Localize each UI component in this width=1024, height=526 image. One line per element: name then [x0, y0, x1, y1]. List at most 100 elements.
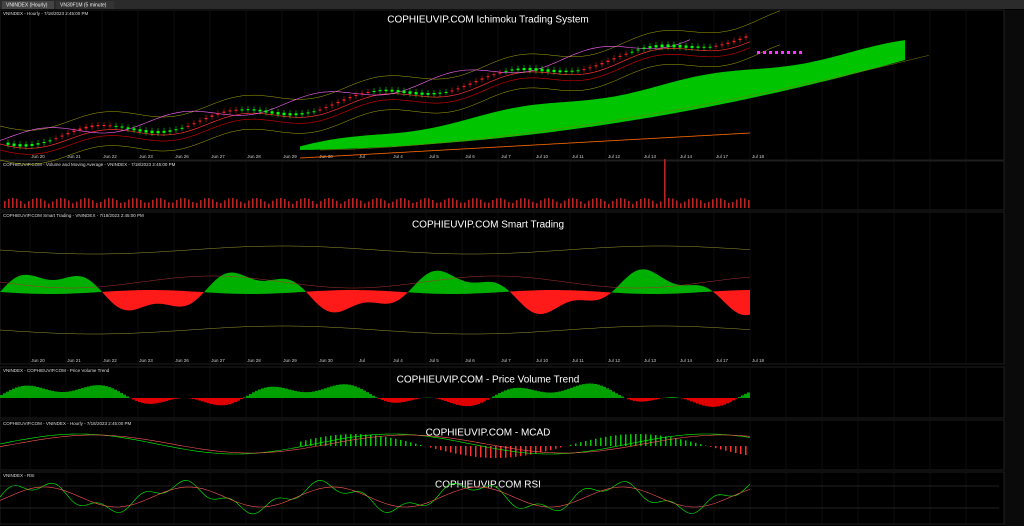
ribbon — [624, 277, 627, 294]
pvt-area — [447, 398, 450, 403]
ribbon — [12, 277, 15, 293]
volume-bar — [712, 199, 714, 208]
volume-bar — [376, 198, 378, 208]
pvt-area — [297, 391, 300, 398]
pvt-area — [171, 398, 174, 400]
macd-hist — [470, 446, 472, 457]
pvt-area — [723, 398, 726, 405]
pvt-area — [141, 398, 144, 403]
volume-bar — [428, 198, 430, 208]
volume-bar — [724, 200, 726, 208]
volume-bar — [736, 199, 738, 208]
ribbon — [324, 290, 327, 311]
pvt-area — [219, 398, 222, 406]
x-axis-label: Jun 28 — [247, 358, 261, 363]
ribbon — [318, 290, 321, 307]
volume-bar — [48, 203, 50, 208]
candle-body — [252, 109, 256, 111]
pvt-area — [396, 398, 399, 403]
candle-body — [744, 36, 748, 38]
pvt-area — [9, 390, 12, 398]
panel-info: COPHIEUVIP.COM - VNINDEX - Hourly - 7/18… — [3, 421, 131, 426]
pvt-area — [720, 398, 723, 406]
pvt-area — [672, 397, 675, 398]
volume-bar — [152, 199, 154, 208]
macd-hist — [575, 443, 577, 446]
panel — [0, 160, 1005, 211]
pvt-area — [342, 384, 345, 398]
pvt-area — [717, 398, 720, 407]
macd-hist — [420, 444, 422, 446]
pvt-area — [747, 392, 750, 398]
x-axis-label: Jul 12 — [608, 154, 621, 159]
candle-body — [450, 90, 454, 92]
ribbon — [87, 278, 90, 293]
volume-bar — [456, 199, 458, 208]
pvt-area — [366, 392, 369, 398]
pvt-area — [735, 398, 738, 399]
tab[interactable] — [56, 1, 114, 9]
ribbon — [522, 290, 525, 307]
x-axis-label: Jul — [359, 154, 365, 159]
ribbon — [369, 290, 372, 303]
volume-bar — [284, 198, 286, 208]
volume-bar — [448, 198, 450, 208]
macd-hist — [535, 446, 537, 454]
pvt-area — [324, 388, 327, 398]
volume-bar — [636, 201, 638, 208]
ribbon — [747, 290, 750, 316]
ribbon — [243, 275, 246, 294]
pvt-area — [630, 398, 633, 401]
pvt-area — [273, 386, 276, 398]
volume-bar — [212, 199, 214, 208]
candle-body — [36, 143, 40, 145]
pvt-area — [534, 390, 537, 398]
pvt-area — [537, 391, 540, 398]
volume-bar — [172, 202, 174, 208]
volume-bar — [640, 198, 642, 208]
ribbon — [147, 290, 150, 306]
ribbon — [111, 291, 114, 305]
tab-label[interactable]: VN30F1M (5 minute) — [60, 2, 107, 8]
ribbon — [453, 276, 456, 294]
ribbon — [675, 283, 678, 294]
volume-bar — [676, 200, 678, 208]
pvt-area — [45, 389, 48, 398]
x-axis-label: Jul 17 — [716, 358, 729, 363]
ribbon — [3, 285, 6, 293]
candle-body — [360, 93, 364, 95]
macd-hist — [395, 438, 397, 446]
macd-hist — [515, 446, 517, 457]
candle-body — [714, 45, 718, 47]
projection-marker — [775, 51, 778, 54]
volume-bar — [468, 199, 470, 208]
ribbon — [120, 290, 123, 310]
tab[interactable] — [2, 1, 54, 9]
tab-label[interactable]: VNINDEX (Hourly) — [6, 2, 48, 8]
candle-body — [480, 78, 484, 80]
ribbon — [165, 290, 168, 305]
candle-body — [144, 130, 148, 133]
volume-bar — [404, 198, 406, 208]
volume-bar — [568, 198, 570, 208]
candle-body — [48, 140, 52, 142]
candle-body — [732, 40, 736, 43]
ribbon — [234, 272, 237, 294]
pvt-area — [57, 391, 60, 398]
macd-hist — [310, 439, 312, 446]
x-axis-label: Jun 21 — [67, 154, 81, 159]
candle-body — [210, 115, 214, 117]
ribbon — [579, 290, 582, 301]
x-axis-label: Jul 6 — [465, 154, 475, 159]
ribbon — [432, 270, 435, 294]
volume-bar — [248, 200, 250, 208]
pvt-area — [519, 387, 522, 398]
macd-hist — [720, 446, 722, 450]
volume-bar — [476, 198, 478, 208]
candle-body — [282, 112, 286, 116]
macd-hist — [580, 442, 582, 446]
pvt-area — [618, 394, 621, 398]
ribbon — [27, 274, 30, 294]
volume-bar — [240, 201, 242, 208]
ribbon — [633, 270, 636, 294]
